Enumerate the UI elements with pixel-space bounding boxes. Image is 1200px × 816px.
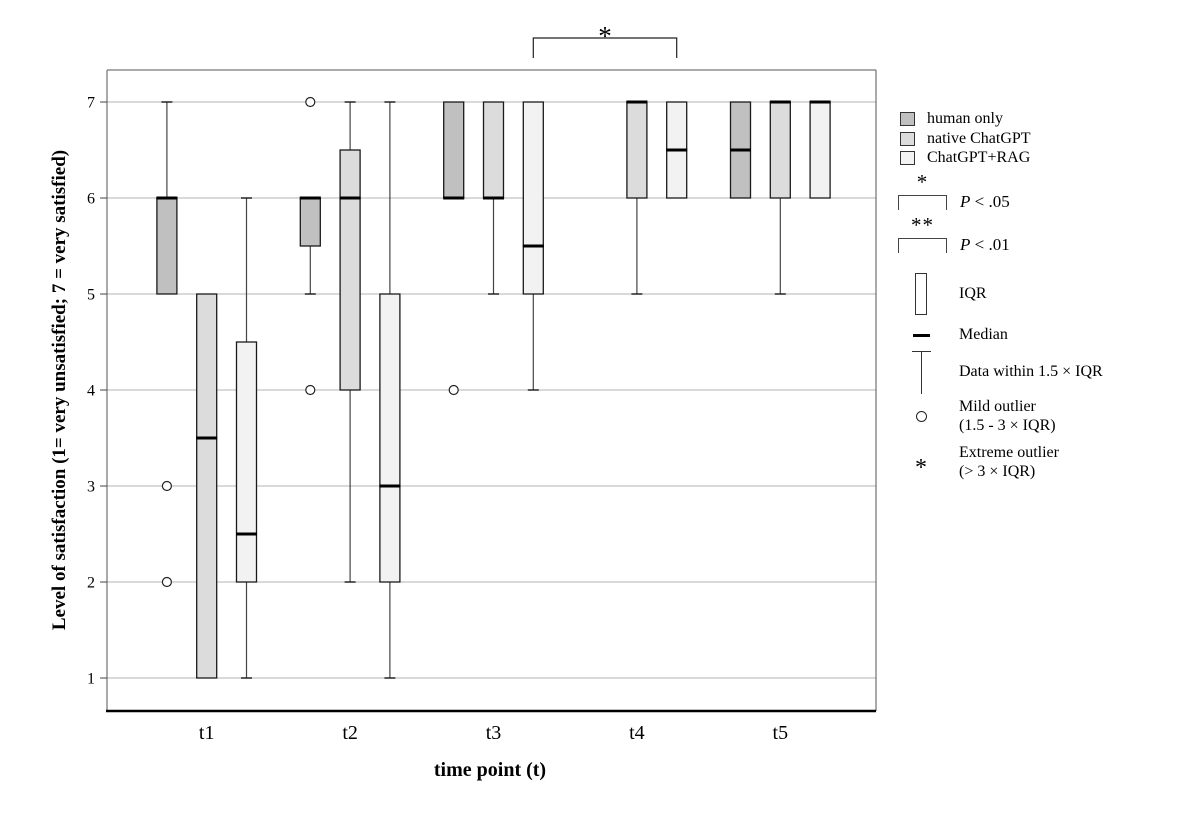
median-dash-icon (912, 333, 930, 337)
y-tick-label: 4 (87, 383, 95, 400)
mild-outlier-marker (305, 96, 316, 108)
p-threshold: < .05 (970, 192, 1010, 211)
y-axis-title: Level of satisfaction (1= very unsatisfi… (49, 149, 70, 631)
mild-outlier-marker (161, 576, 172, 588)
legend-label-line2: (1.5 - 3 × IQR) (959, 417, 1056, 434)
iqr-box-ChatGPT+RAG-t2 (379, 293, 401, 583)
significance-bracket-icon (898, 195, 947, 210)
legend-label: Median (959, 326, 1008, 343)
two-star-icon: ** (911, 213, 934, 237)
p-symbol: P (960, 192, 971, 211)
x-category-label: t3 (486, 722, 502, 744)
iqr-box-native-ChatGPT-t1 (196, 293, 218, 679)
legend-label: ChatGPT+RAG (927, 149, 1031, 166)
p-value-label: P < .01 (960, 235, 1010, 255)
legend-label: Mild outlier (1.5 - 3 × IQR) (959, 397, 1056, 435)
mild-outlier-circle-icon (915, 410, 927, 422)
x-category-label: t1 (199, 722, 215, 744)
legend-label-line1: Extreme outlier (959, 444, 1059, 461)
p-threshold: < .01 (970, 235, 1010, 254)
y-tick-label: 1 (87, 671, 95, 688)
y-tick-label: 3 (87, 479, 95, 496)
legend-item-p05: * P < .05 (898, 170, 1198, 214)
legend-item-native-chatgpt: native ChatGPT (900, 130, 1031, 147)
p-symbol: P (960, 235, 971, 254)
x-axis-title: time point (t) (433, 759, 547, 781)
iqr-box-native-ChatGPT-t4 (626, 101, 648, 199)
y-tick-label: 7 (87, 95, 95, 112)
p-value-label: P < .05 (960, 192, 1010, 212)
iqr-box-ChatGPT+RAG-t3 (522, 101, 544, 295)
significance-star: * (598, 21, 612, 51)
whisker-icon (911, 350, 931, 394)
iqr-box-native-ChatGPT-t2 (339, 149, 361, 391)
legend-label: native ChatGPT (927, 130, 1031, 147)
iqr-box-native-ChatGPT-t3 (482, 101, 505, 199)
legend-item-iqr: IQR (898, 272, 987, 315)
legend-item-mild-outlier: Mild outlier (1.5 - 3 × IQR) (898, 396, 1056, 436)
legend: human only native ChatGPT ChatGPT+RAG * … (898, 0, 1198, 816)
legend-label: Extreme outlier (> 3 × IQR) (959, 443, 1059, 481)
iqr-box-ChatGPT+RAG-t5 (809, 101, 831, 199)
legend-item-p01: ** P < .01 (898, 213, 1198, 257)
significance-bracket (532, 37, 678, 58)
x-category-label: t5 (773, 722, 789, 744)
significance-bracket-icon (898, 238, 947, 253)
x-category-label: t4 (629, 722, 645, 744)
legend-item-chatgpt-rag: ChatGPT+RAG (900, 149, 1031, 166)
legend-label-line2: (> 3 × IQR) (959, 463, 1036, 480)
legend-item-whisker: Data within 1.5 × IQR (898, 350, 1103, 394)
y-tick-label: 2 (87, 575, 95, 592)
mild-outlier-marker (448, 384, 459, 396)
mild-outlier-marker (161, 480, 172, 492)
legend-label-line1: Mild outlier (959, 398, 1036, 415)
iqr-box-ChatGPT+RAG-t1 (235, 341, 258, 583)
human-only-swatch-icon (900, 112, 915, 126)
extreme-outlier-asterisk-icon: * (915, 454, 927, 481)
native-chatgpt-swatch-icon (900, 132, 915, 146)
one-star-icon: * (916, 170, 929, 194)
chatgpt-rag-swatch-icon (900, 151, 915, 165)
iqr-box-human-only-t3 (443, 101, 465, 199)
legend-item-extreme-outlier: * Extreme outlier (> 3 × IQR) (898, 442, 1059, 482)
mild-outlier-marker (305, 384, 316, 396)
legend-item-human-only: human only (900, 110, 1003, 127)
iqr-box-human-only-t2 (299, 197, 321, 247)
legend-label: Data within 1.5 × IQR (959, 363, 1103, 380)
y-tick-label: 5 (87, 287, 95, 304)
legend-label: human only (927, 110, 1003, 127)
legend-item-median: Median (898, 326, 1008, 343)
iqr-box-icon (915, 272, 927, 315)
iqr-box-native-ChatGPT-t5 (769, 101, 791, 199)
iqr-box-human-only-t1 (156, 197, 178, 295)
y-tick-label: 6 (87, 191, 95, 208)
x-category-label: t2 (342, 722, 358, 744)
legend-label: IQR (959, 284, 987, 302)
